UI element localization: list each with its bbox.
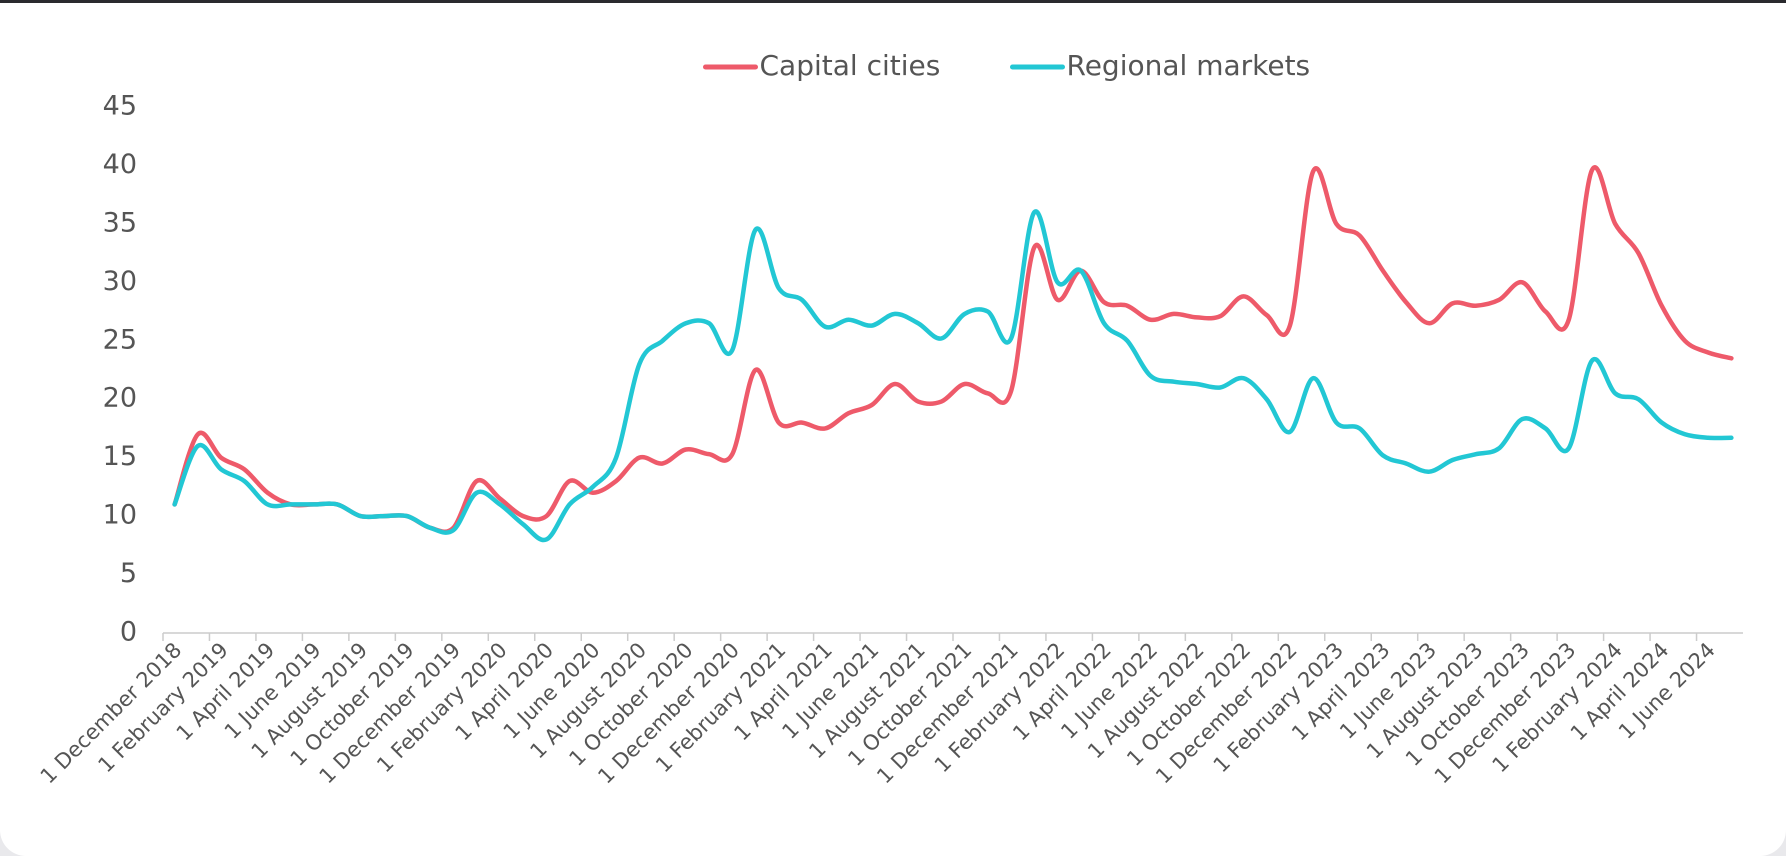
y-tick-label: 30 [103, 266, 137, 297]
legend-label: Capital cities [760, 49, 941, 82]
line-series [172, 165, 1734, 534]
y-tick-label: 20 [103, 383, 137, 414]
line-series [172, 209, 1734, 543]
y-tick-label: 45 [103, 91, 137, 122]
legend-label: Regional markets [1067, 49, 1311, 82]
y-tick-label: 35 [103, 207, 137, 238]
y-tick-label: 5 [120, 558, 137, 589]
y-tick-label: 15 [103, 441, 137, 472]
y-tick-label: 40 [103, 149, 137, 180]
y-tick-label: 0 [120, 617, 137, 648]
y-tick-label: 25 [103, 324, 137, 355]
y-tick-label: 10 [103, 500, 137, 531]
